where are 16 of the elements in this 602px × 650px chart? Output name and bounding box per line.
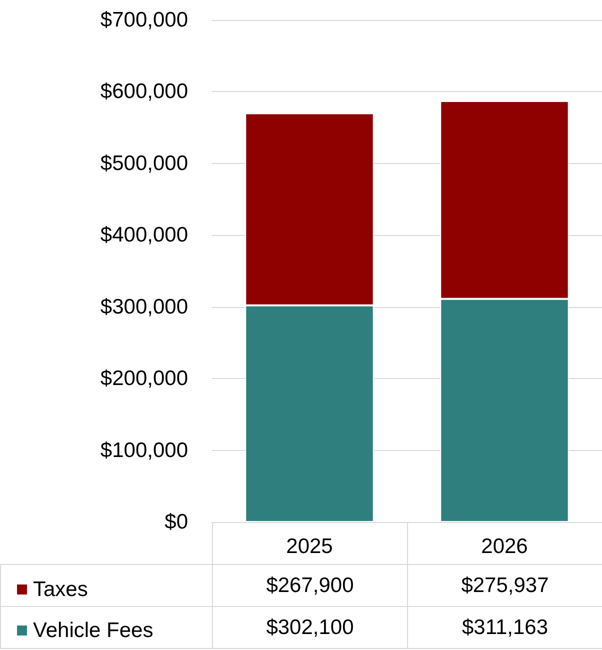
y-tick-label: $200,000 [100, 367, 188, 390]
y-tick-label: $300,000 [100, 295, 188, 318]
y-tick-label: $100,000 [100, 438, 188, 462]
y-tick-label: $700,000 [100, 8, 188, 32]
y-tick-label: $500,000 [100, 152, 188, 175]
data-label: $302,100 [212, 606, 408, 649]
data-label: $267,900 [212, 564, 408, 607]
legend-label: Vehicle Fees [33, 619, 154, 642]
data-label: $311,163 [407, 606, 602, 649]
y-tick-label: $600,000 [100, 80, 188, 104]
x-tick-label: 2025 [286, 535, 333, 558]
legend-label: Taxes [33, 578, 88, 601]
x-tick-label: 2026 [481, 535, 528, 558]
y-tick-label: $0 [164, 510, 188, 534]
y-tick-label: $400,000 [100, 224, 188, 247]
data-label: $275,937 [407, 564, 602, 607]
